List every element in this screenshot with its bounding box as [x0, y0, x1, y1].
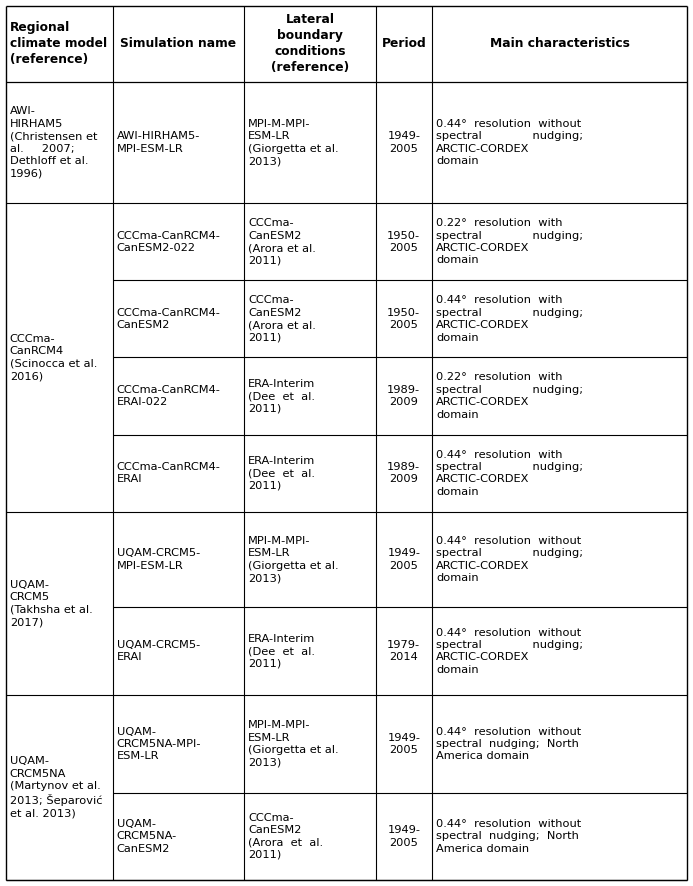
Text: ERA-Interim
(Dee  et  al.
2011): ERA-Interim (Dee et al. 2011)	[248, 378, 315, 414]
Text: ERA-Interim
(Dee  et  al.
2011): ERA-Interim (Dee et al. 2011)	[248, 455, 315, 491]
Text: CCCma-CanRCM4-
CanESM2-022: CCCma-CanRCM4- CanESM2-022	[116, 230, 220, 253]
Text: 1949-
2005: 1949- 2005	[387, 548, 420, 571]
Text: CCCma-
CanESM2
(Arora et al.
2011): CCCma- CanESM2 (Arora et al. 2011)	[248, 218, 316, 266]
Text: UQAM-CRCM5-
MPI-ESM-LR: UQAM-CRCM5- MPI-ESM-LR	[116, 548, 200, 571]
Text: CCCma-CanRCM4-
CanESM2: CCCma-CanRCM4- CanESM2	[116, 307, 220, 330]
Text: CCCma-CanRCM4-
ERAI: CCCma-CanRCM4- ERAI	[116, 462, 220, 485]
Text: Main characteristics: Main characteristics	[490, 37, 629, 51]
Text: UQAM-CRCM5-
ERAI: UQAM-CRCM5- ERAI	[116, 640, 200, 663]
Text: AWI-HIRHAM5-
MPI-ESM-LR: AWI-HIRHAM5- MPI-ESM-LR	[116, 131, 200, 153]
Text: CCCma-CanRCM4-
ERAI-022: CCCma-CanRCM4- ERAI-022	[116, 385, 220, 408]
Text: UQAM-
CRCM5
(Takhsha et al.
2017): UQAM- CRCM5 (Takhsha et al. 2017)	[10, 579, 92, 627]
Text: Period: Period	[381, 37, 426, 51]
Text: CCCma-
CanESM2
(Arora  et  al.
2011): CCCma- CanESM2 (Arora et al. 2011)	[248, 812, 324, 860]
Text: UQAM-
CRCM5NA-
CanESM2: UQAM- CRCM5NA- CanESM2	[116, 819, 177, 854]
Text: UQAM-
CRCM5NA-MPI-
ESM-LR: UQAM- CRCM5NA-MPI- ESM-LR	[116, 727, 201, 761]
Text: Lateral
boundary
conditions
(reference): Lateral boundary conditions (reference)	[271, 13, 349, 74]
Text: 0.22°  resolution  with
spectral              nudging;
ARCTIC-CORDEX
domain: 0.22° resolution with spectral nudging; …	[436, 372, 583, 420]
Text: 0.22°  resolution  with
spectral              nudging;
ARCTIC-CORDEX
domain: 0.22° resolution with spectral nudging; …	[436, 218, 583, 266]
Text: MPI-M-MPI-
ESM-LR
(Giorgetta et al.
2013): MPI-M-MPI- ESM-LR (Giorgetta et al. 2013…	[248, 119, 339, 166]
Text: 0.44°  resolution  with
spectral              nudging;
ARCTIC-CORDEX
domain: 0.44° resolution with spectral nudging; …	[436, 295, 583, 343]
Text: MPI-M-MPI-
ESM-LR
(Giorgetta et al.
2013): MPI-M-MPI- ESM-LR (Giorgetta et al. 2013…	[248, 536, 339, 583]
Text: 0.44°  resolution  without
spectral              nudging;
ARCTIC-CORDEX
domain: 0.44° resolution without spectral nudgin…	[436, 536, 583, 583]
Text: Simulation name: Simulation name	[121, 37, 236, 51]
Text: 0.44°  resolution  with
spectral              nudging;
ARCTIC-CORDEX
domain: 0.44° resolution with spectral nudging; …	[436, 449, 583, 497]
Text: AWI-
HIRHAM5
(Christensen et
al.     2007;
Dethloff et al.
1996): AWI- HIRHAM5 (Christensen et al. 2007; D…	[10, 106, 97, 178]
Text: CCCma-
CanRCM4
(Scinocca et al.
2016): CCCma- CanRCM4 (Scinocca et al. 2016)	[10, 334, 97, 381]
Text: ERA-Interim
(Dee  et  al.
2011): ERA-Interim (Dee et al. 2011)	[248, 633, 315, 669]
Text: 1979-
2014: 1979- 2014	[387, 640, 421, 663]
Text: CCCma-
CanESM2
(Arora et al.
2011): CCCma- CanESM2 (Arora et al. 2011)	[248, 295, 316, 343]
Text: 1989-
2009: 1989- 2009	[387, 385, 421, 408]
Text: 1949-
2005: 1949- 2005	[387, 733, 420, 755]
Text: UQAM-
CRCM5NA
(Martynov et al.
2013; Šeparović
et al. 2013): UQAM- CRCM5NA (Martynov et al. 2013; Šep…	[10, 757, 102, 819]
Text: 1950-
2005: 1950- 2005	[387, 307, 421, 330]
Text: 1950-
2005: 1950- 2005	[387, 230, 421, 253]
Text: 0.44°  resolution  without
spectral  nudging;  North
America domain: 0.44° resolution without spectral nudgin…	[436, 727, 581, 761]
Text: 0.44°  resolution  without
spectral              nudging;
ARCTIC-CORDEX
domain: 0.44° resolution without spectral nudgin…	[436, 627, 583, 675]
Text: 0.44°  resolution  without
spectral              nudging;
ARCTIC-CORDEX
domain: 0.44° resolution without spectral nudgin…	[436, 119, 583, 166]
Text: 1949-
2005: 1949- 2005	[387, 131, 420, 153]
Text: 1949-
2005: 1949- 2005	[387, 825, 420, 848]
Text: MPI-M-MPI-
ESM-LR
(Giorgetta et al.
2013): MPI-M-MPI- ESM-LR (Giorgetta et al. 2013…	[248, 720, 339, 767]
Text: 0.44°  resolution  without
spectral  nudging;  North
America domain: 0.44° resolution without spectral nudgin…	[436, 819, 581, 854]
Text: Regional
climate model
(reference): Regional climate model (reference)	[10, 21, 107, 66]
Text: 1989-
2009: 1989- 2009	[387, 462, 421, 485]
